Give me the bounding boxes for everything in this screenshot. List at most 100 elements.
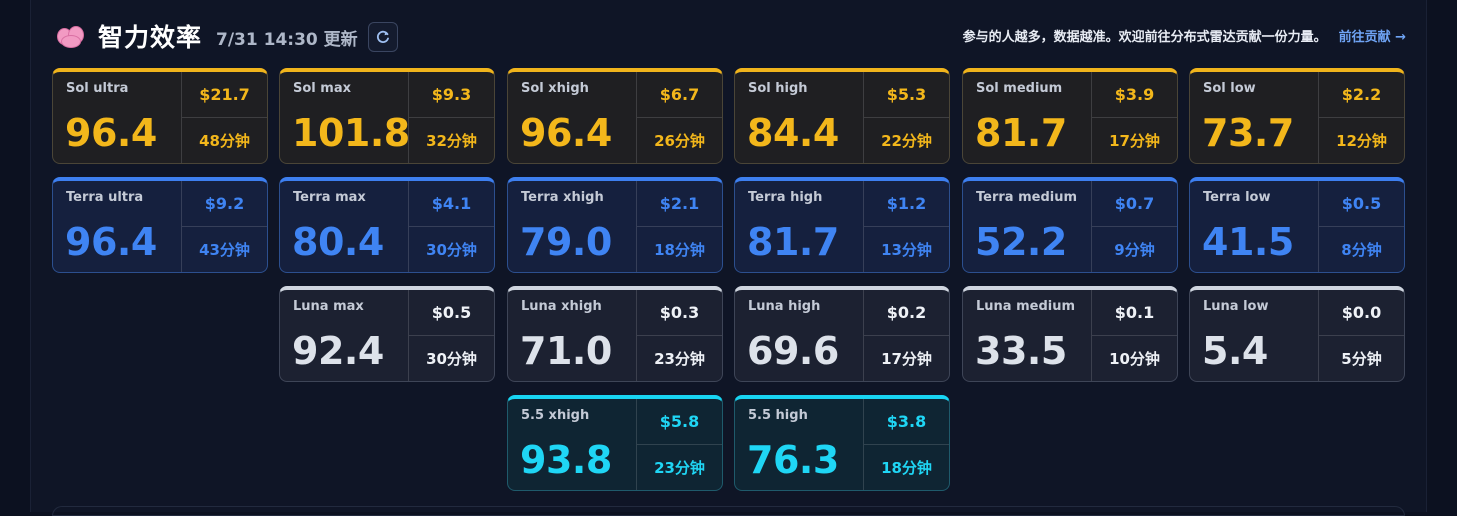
model-score: 33.5: [975, 329, 1067, 373]
model-card[interactable]: Luna max 92.4 $0.5 30分钟: [279, 286, 495, 382]
model-card[interactable]: Sol medium 81.7 $3.9 17分钟: [962, 68, 1178, 164]
model-score: 96.4: [65, 111, 157, 155]
card-main: 5.5 high 76.3: [735, 399, 863, 490]
model-card[interactable]: Sol xhigh 96.4 $6.7 26分钟: [507, 68, 723, 164]
model-score: 81.7: [975, 111, 1067, 155]
model-duration: 17分钟: [881, 350, 932, 368]
card-stats: $0.1 10分钟: [1091, 290, 1177, 381]
card-stats: $2.2 12分钟: [1318, 72, 1404, 163]
model-cost: $0.5: [1319, 181, 1404, 227]
model-cost: $2.1: [637, 181, 722, 227]
model-name: Terra low: [1203, 190, 1271, 205]
model-name: Sol max: [293, 81, 351, 96]
card-stats: $5.3 22分钟: [863, 72, 949, 163]
page-title: 智力效率: [98, 23, 203, 52]
model-cost: $5.3: [864, 72, 949, 118]
model-name: Terra high: [748, 190, 823, 205]
model-card[interactable]: Luna xhigh 71.0 $0.3 23分钟: [507, 286, 723, 382]
card-stats: $1.2 13分钟: [863, 181, 949, 272]
refresh-icon: [376, 30, 389, 43]
card-stats: $0.3 23分钟: [636, 290, 722, 381]
card-stats: $6.7 26分钟: [636, 72, 722, 163]
card-main: Sol low 73.7: [1190, 72, 1318, 163]
model-score: 73.7: [1202, 111, 1294, 155]
card-stats: $5.8 23分钟: [636, 399, 722, 490]
notice-text: 参与的人越多，数据越准。欢迎前往分布式雷达贡献一份力量。: [962, 30, 1327, 45]
model-card[interactable]: Luna low 5.4 $0.0 5分钟: [1189, 286, 1405, 382]
model-score: 84.4: [747, 111, 839, 155]
model-cost: $6.7: [637, 72, 722, 118]
model-score: 96.4: [65, 220, 157, 264]
model-card[interactable]: Sol ultra 96.4 $21.7 48分钟: [52, 68, 268, 164]
model-name: Terra xhigh: [521, 190, 604, 205]
model-duration: 17分钟: [1109, 132, 1160, 150]
model-card[interactable]: Terra xhigh 79.0 $2.1 18分钟: [507, 177, 723, 273]
model-card[interactable]: Terra low 41.5 $0.5 8分钟: [1189, 177, 1405, 273]
model-score: 41.5: [1202, 220, 1294, 264]
model-duration: 22分钟: [881, 132, 932, 150]
model-cost: $0.2: [864, 290, 949, 336]
model-duration: 18分钟: [881, 459, 932, 477]
model-score: 80.4: [292, 220, 384, 264]
model-card[interactable]: Terra high 81.7 $1.2 13分钟: [734, 177, 950, 273]
card-main: Sol xhigh 96.4: [508, 72, 636, 163]
model-card[interactable]: Sol high 84.4 $5.3 22分钟: [734, 68, 950, 164]
model-cost: $5.8: [637, 399, 722, 445]
model-duration: 13分钟: [881, 241, 932, 259]
card-stats: $4.1 30分钟: [408, 181, 494, 272]
model-name: Luna max: [293, 299, 364, 314]
card-stats: $0.0 5分钟: [1318, 290, 1404, 381]
model-duration: 18分钟: [654, 241, 705, 259]
model-cost: $21.7: [182, 72, 267, 118]
model-name: Sol ultra: [66, 81, 129, 96]
card-stats: $21.7 48分钟: [181, 72, 267, 163]
card-main: Terra xhigh 79.0: [508, 181, 636, 272]
model-card[interactable]: Luna medium 33.5 $0.1 10分钟: [962, 286, 1178, 382]
card-main: Terra low 41.5: [1190, 181, 1318, 272]
model-score: 69.6: [747, 329, 839, 373]
refresh-button[interactable]: [367, 22, 398, 52]
model-name: Luna low: [1203, 299, 1269, 314]
model-duration: 23分钟: [654, 459, 705, 477]
model-name: Sol medium: [976, 81, 1063, 96]
model-cost: $3.8: [864, 399, 949, 445]
card-main: Sol high 84.4: [735, 72, 863, 163]
card-stats: $3.8 18分钟: [863, 399, 949, 490]
model-card[interactable]: Terra max 80.4 $4.1 30分钟: [279, 177, 495, 273]
model-duration: 5分钟: [1341, 350, 1382, 368]
model-score: 93.8: [520, 438, 612, 482]
card-main: Luna high 69.6: [735, 290, 863, 381]
card-stats: $2.1 18分钟: [636, 181, 722, 272]
model-duration: 32分钟: [426, 132, 477, 150]
model-score: 81.7: [747, 220, 839, 264]
model-cost: $0.1: [1092, 290, 1177, 336]
card-stats: $0.5 30分钟: [408, 290, 494, 381]
model-card[interactable]: 5.5 high 76.3 $3.8 18分钟: [734, 395, 950, 491]
model-name: Sol xhigh: [521, 81, 589, 96]
model-card[interactable]: 5.5 xhigh 93.8 $5.8 23分钟: [507, 395, 723, 491]
card-main: Sol medium 81.7: [963, 72, 1091, 163]
model-card[interactable]: Terra ultra 96.4 $9.2 43分钟: [52, 177, 268, 273]
card-stats: $0.2 17分钟: [863, 290, 949, 381]
model-cost: $0.0: [1319, 290, 1404, 336]
contribute-link[interactable]: 前往贡献 →: [1338, 30, 1406, 45]
model-card[interactable]: Luna high 69.6 $0.2 17分钟: [734, 286, 950, 382]
card-main: Terra ultra 96.4: [53, 181, 181, 272]
model-cost: $0.7: [1092, 181, 1177, 227]
model-name: Luna medium: [976, 299, 1076, 314]
model-cost: $3.9: [1092, 72, 1177, 118]
model-cost: $9.2: [182, 181, 267, 227]
model-duration: 8分钟: [1341, 241, 1382, 259]
card-main: Luna low 5.4: [1190, 290, 1318, 381]
model-name: Terra max: [293, 190, 366, 205]
card-main: Luna medium 33.5: [963, 290, 1091, 381]
model-card[interactable]: Sol max 101.8 $9.3 32分钟: [279, 68, 495, 164]
model-card[interactable]: Sol low 73.7 $2.2 12分钟: [1189, 68, 1405, 164]
model-score: 76.3: [747, 438, 839, 482]
model-card[interactable]: Terra medium 52.2 $0.7 9分钟: [962, 177, 1178, 273]
model-score: 52.2: [975, 220, 1067, 264]
card-main: Terra high 81.7: [735, 181, 863, 272]
model-cost: $0.3: [637, 290, 722, 336]
model-duration: 30分钟: [426, 350, 477, 368]
model-duration: 10分钟: [1109, 350, 1160, 368]
